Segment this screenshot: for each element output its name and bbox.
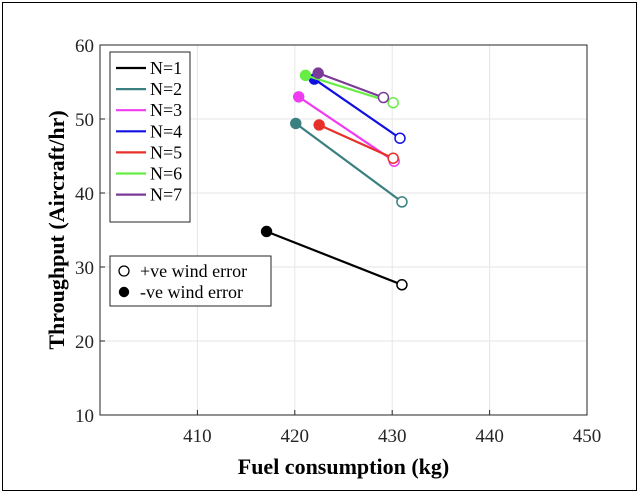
legend-label: N=7 [150, 185, 182, 205]
filled-circle-icon [118, 286, 130, 298]
x-tick-label: 440 [475, 426, 504, 447]
legend-entry: N=1 [116, 58, 182, 78]
negative-wind-point [260, 225, 273, 238]
plot-area [99, 44, 588, 416]
x-axis-label: Fuel consumption (kg) [238, 454, 449, 479]
negative-wind-point [290, 117, 302, 130]
series-line [295, 122, 403, 203]
x-tick-label: 420 [281, 426, 310, 447]
marker-legend: +ve wind error-ve wind error [109, 255, 272, 307]
legend-label: N=1 [150, 58, 182, 78]
legend-entry: N=2 [116, 79, 182, 99]
y-tick-label: 40 [75, 184, 94, 205]
marker-legend-box [109, 255, 272, 307]
positive-wind-point [387, 96, 399, 109]
negative-wind-point [299, 69, 312, 82]
positive-wind-point [394, 132, 406, 144]
legend-label: N=6 [150, 164, 182, 184]
marker-legend-negative: -ve wind error [140, 282, 243, 302]
legend-entry: N=4 [116, 121, 182, 141]
ticks: 410 420 430 440 450 10 20 30 40 50 60 [75, 36, 601, 447]
series-N=4 [308, 73, 406, 144]
y-tick-label: 20 [75, 332, 94, 353]
y-axis-label: Throughput (Aircraft/hr) [44, 110, 69, 349]
legend-label: N=5 [150, 142, 182, 162]
series-legend: N=1N=2N=3N=4N=5N=6N=7 [109, 51, 191, 223]
legend-entry: N=3 [116, 100, 182, 120]
positive-wind-point [396, 279, 408, 291]
y-tick-label: 10 [75, 406, 94, 427]
legend-entry: N=6 [116, 164, 182, 184]
positive-wind-point [387, 152, 399, 164]
legend-label: N=3 [150, 100, 182, 120]
marker-legend-positive: +ve wind error [140, 261, 247, 281]
legend-entry: N=7 [116, 185, 182, 205]
series-N=1 [260, 225, 408, 291]
series-line [266, 230, 403, 286]
legend-label: N=4 [150, 121, 182, 141]
positive-wind-point [377, 91, 390, 104]
x-tick-label: 430 [378, 426, 407, 447]
legend-entry: N=5 [116, 142, 182, 162]
negative-wind-point [313, 119, 325, 131]
positive-wind-point [396, 196, 408, 208]
legend-label: N=2 [150, 79, 182, 99]
series [260, 67, 408, 291]
x-tick-label: 450 [573, 426, 602, 447]
negative-wind-point [292, 91, 305, 103]
series-line [313, 78, 401, 140]
series-line [317, 72, 384, 99]
series-N=5 [313, 119, 399, 164]
x-tick-label: 410 [183, 426, 212, 447]
series-line [318, 123, 394, 160]
y-tick-label: 60 [75, 36, 94, 57]
y-tick-label: 50 [75, 110, 94, 131]
negative-wind-point [312, 67, 324, 79]
y-tick-label: 30 [75, 258, 94, 279]
open-circle-icon [118, 265, 130, 277]
series-N=7 [312, 67, 390, 104]
series-N=2 [290, 117, 408, 208]
